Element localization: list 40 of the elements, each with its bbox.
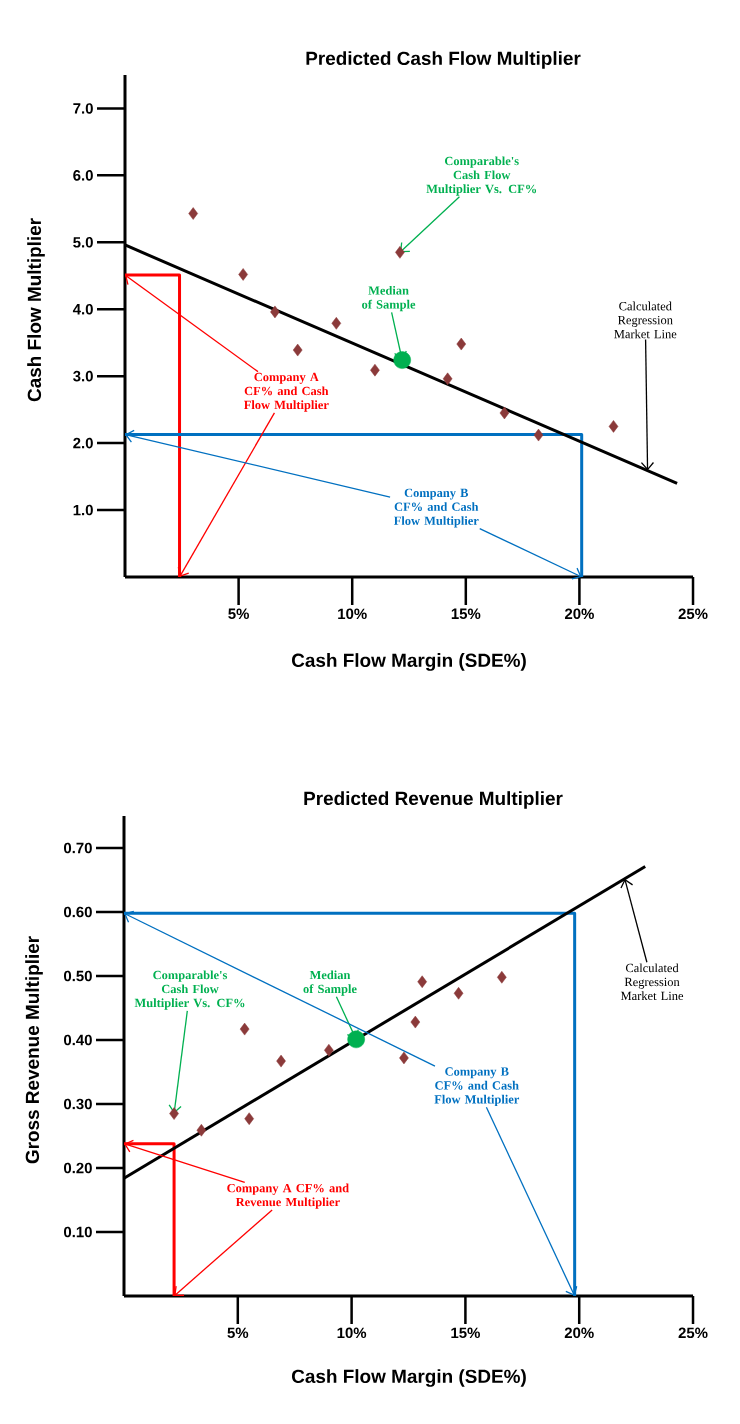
x-tick-label: 25% — [678, 608, 708, 620]
y-tick-label: 4.0 — [72, 303, 93, 315]
y-tick-label: 2.0 — [73, 437, 93, 449]
x-tick-label: 10% — [337, 1327, 367, 1339]
x-tick-label: 5% — [228, 608, 250, 620]
chart-title: Predicted Revenue Multiplier — [304, 791, 563, 809]
x-tick-label: 25% — [678, 1327, 708, 1339]
y-tick-label: 0.40 — [63, 1034, 92, 1046]
annotation: Comparable's Cash Flow Multiplier Vs. CF% — [426, 156, 537, 196]
y-tick-label: 0.10 — [63, 1226, 92, 1238]
y-tick-label: 0.30 — [63, 1098, 92, 1110]
x-tick-label: 20% — [564, 608, 594, 620]
annotation: Company B CF% and Cash Flow Multiplier — [434, 1067, 520, 1107]
y-tick-label: 0.60 — [63, 906, 92, 918]
annotation: Median of Sample — [362, 285, 416, 312]
x-axis-title: Cash Flow Margin (SDE%) — [292, 1369, 526, 1387]
x-axis-title: Cash Flow Margin (SDE%) — [292, 653, 526, 671]
y-tick-label: 6.0 — [73, 170, 93, 181]
chart-title: Predicted Cash Flow Multiplier — [306, 51, 581, 69]
annotation: Calculated Regression Market Line — [620, 963, 684, 1001]
y-tick-label: 0.20 — [63, 1162, 92, 1174]
annotation: Median of Sample — [303, 970, 357, 996]
y-tick-label: 0.50 — [63, 970, 92, 982]
x-tick-label: 5% — [227, 1327, 249, 1339]
y-axis-title: Cash Flow Multiplier — [27, 218, 45, 402]
y-tick-label: 5.0 — [73, 237, 93, 248]
y-tick-label: 3.0 — [73, 370, 93, 382]
x-tick-label: 15% — [451, 608, 481, 620]
y-tick-label: 7.0 — [73, 103, 93, 114]
annotation: Company A CF% and Cash Flow Multiplier — [243, 372, 329, 412]
annotation: Company A CF% and Revenue Multiplier — [227, 1183, 349, 1209]
x-tick-label: 10% — [338, 608, 367, 620]
annotation: Calculated Regression Market Line — [614, 301, 677, 339]
annotation: Comparable's Cash Flow Multiplier Vs. CF% — [134, 970, 245, 1010]
x-tick-label: 15% — [451, 1327, 480, 1339]
x-tick-label: 20% — [564, 1327, 594, 1339]
y-tick-label: 1.0 — [73, 504, 93, 516]
annotation: Company B CF% and Cash Flow Multiplier — [393, 488, 479, 528]
y-tick-label: 0.70 — [63, 842, 92, 854]
y-axis-title: Gross Revenue Multiplier — [25, 936, 43, 1164]
